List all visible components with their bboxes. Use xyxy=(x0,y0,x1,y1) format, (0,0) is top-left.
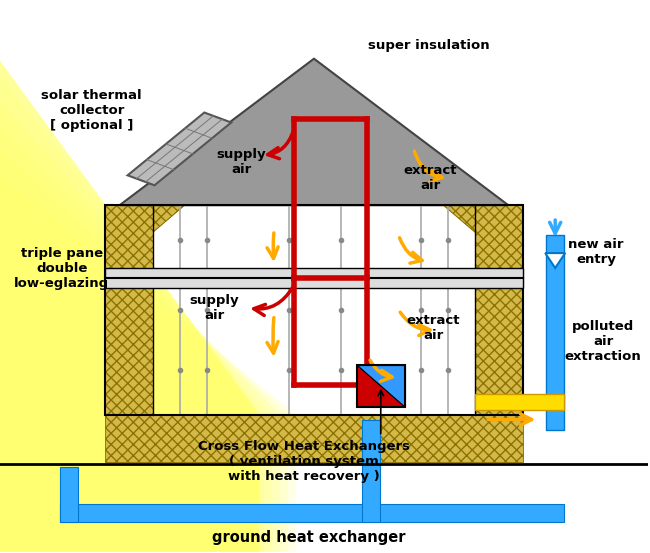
Text: solar thermal
collector
[ optional ]: solar thermal collector [ optional ] xyxy=(42,88,142,132)
Polygon shape xyxy=(475,205,523,415)
Text: supply
air: supply air xyxy=(216,148,266,176)
Text: new air
entry: new air entry xyxy=(568,238,624,266)
Polygon shape xyxy=(0,61,259,552)
Polygon shape xyxy=(127,112,231,185)
Bar xyxy=(60,504,564,522)
Bar xyxy=(362,420,380,522)
Polygon shape xyxy=(120,59,508,205)
Polygon shape xyxy=(0,76,264,552)
Bar xyxy=(105,205,523,415)
Text: extract
air: extract air xyxy=(407,314,460,342)
Bar xyxy=(105,268,523,288)
Polygon shape xyxy=(105,205,153,415)
Polygon shape xyxy=(105,415,523,462)
Text: extract
air: extract air xyxy=(404,164,458,192)
Bar xyxy=(357,365,405,406)
Polygon shape xyxy=(0,150,288,552)
Text: ground heat exchanger: ground heat exchanger xyxy=(213,530,406,545)
Polygon shape xyxy=(120,59,508,241)
Text: triple pane
double
low-eglazing: triple pane double low-eglazing xyxy=(14,247,109,290)
Text: Cross Flow Heat Exchangers
( ventilation system
with heat recovery ): Cross Flow Heat Exchangers ( ventilation… xyxy=(198,440,410,483)
Text: polluted
air
extraction: polluted air extraction xyxy=(565,320,642,363)
Bar xyxy=(546,235,564,430)
Polygon shape xyxy=(545,253,565,268)
Polygon shape xyxy=(0,101,272,552)
Text: supply
air: supply air xyxy=(190,294,239,322)
Polygon shape xyxy=(357,365,405,406)
Polygon shape xyxy=(357,365,405,406)
Polygon shape xyxy=(0,126,280,552)
Text: super insulation: super insulation xyxy=(368,39,489,52)
Bar xyxy=(475,394,564,410)
Polygon shape xyxy=(0,175,296,552)
Bar xyxy=(60,467,78,522)
